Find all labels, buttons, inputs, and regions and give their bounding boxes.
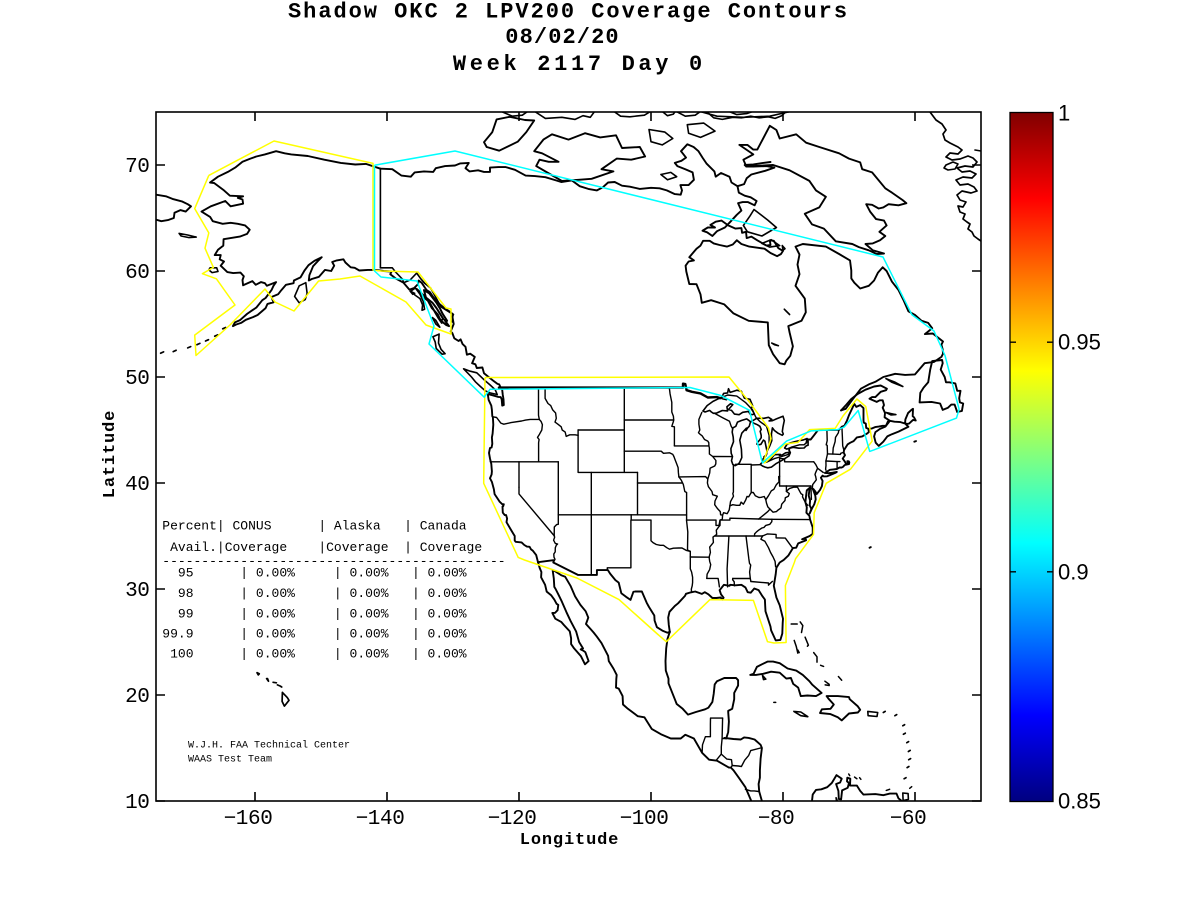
svg-text:99 | 0.00% | 0.00%: 99 | 0.00% | 0.00% | 0.00% — [162, 607, 466, 622]
svg-text:0.85: 0.85 — [1058, 789, 1101, 814]
svg-text:−100: −100 — [620, 808, 669, 831]
svg-text:0.9: 0.9 — [1058, 560, 1089, 585]
svg-text:60: 60 — [125, 262, 149, 285]
svg-text:99.9 | 0.00% | 0.00%: 99.9 | 0.00% | 0.00% | 0.00% — [162, 627, 466, 642]
svg-text:WAAS Test Team: WAAS Test Team — [188, 755, 272, 766]
svg-text:Percent| CONUS | Alaska: Percent| CONUS | Alaska | Canada — [162, 519, 466, 534]
svg-text:------------------------------: ----------------------------------------… — [162, 554, 505, 569]
svg-text:10: 10 — [125, 792, 149, 815]
svg-text:Week 2117 Day 0: Week 2117 Day 0 — [453, 52, 706, 77]
svg-text:−120: −120 — [488, 808, 537, 831]
svg-text:40: 40 — [125, 474, 149, 497]
svg-text:20: 20 — [125, 686, 149, 709]
svg-text:50: 50 — [125, 368, 149, 391]
svg-text:−140: −140 — [356, 808, 405, 831]
svg-text:1: 1 — [1058, 101, 1070, 126]
svg-text:95 | 0.00% | 0.00%: 95 | 0.00% | 0.00% | 0.00% — [162, 566, 466, 581]
svg-text:100 | 0.00% | 0.00%: 100 | 0.00% | 0.00% | 0.00% — [162, 647, 466, 662]
svg-text:Avail.|Coverage |Coverage: Avail.|Coverage |Coverage | Coverage — [162, 540, 482, 555]
svg-text:−60: −60 — [890, 808, 927, 831]
svg-text:30: 30 — [125, 580, 149, 603]
svg-text:−80: −80 — [758, 808, 795, 831]
svg-text:Latitude: Latitude — [101, 410, 120, 498]
svg-text:W.J.H. FAA Technical Center: W.J.H. FAA Technical Center — [188, 740, 350, 752]
svg-text:Shadow OKC 2 LPV200 Coverage C: Shadow OKC 2 LPV200 Coverage Contours — [288, 0, 849, 25]
svg-text:0.95: 0.95 — [1058, 330, 1101, 355]
svg-text:08/02/20: 08/02/20 — [505, 25, 619, 50]
svg-text:Longitude: Longitude — [520, 831, 619, 850]
svg-text:70: 70 — [125, 156, 149, 179]
svg-text:−160: −160 — [224, 808, 273, 831]
svg-text:98 | 0.00% | 0.00%: 98 | 0.00% | 0.00% | 0.00% — [162, 586, 466, 601]
